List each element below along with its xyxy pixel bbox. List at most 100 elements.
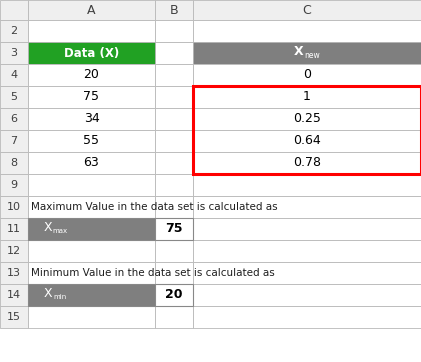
Bar xyxy=(28,64,155,86)
Text: 5: 5 xyxy=(11,92,18,102)
Text: 4: 4 xyxy=(11,70,18,80)
Text: 14: 14 xyxy=(7,290,21,300)
Bar xyxy=(193,42,421,64)
Text: 2: 2 xyxy=(11,26,18,36)
Text: 9: 9 xyxy=(11,180,18,190)
Bar xyxy=(28,20,155,42)
Bar xyxy=(155,130,193,152)
Bar xyxy=(193,86,421,174)
Text: 20: 20 xyxy=(165,289,183,302)
Bar xyxy=(28,64,155,86)
Bar xyxy=(0,64,28,86)
Text: max: max xyxy=(53,228,67,234)
Bar xyxy=(193,130,421,152)
Bar xyxy=(28,218,155,240)
Bar xyxy=(28,196,155,218)
Bar xyxy=(155,108,193,130)
Text: 0: 0 xyxy=(303,68,311,81)
Bar xyxy=(28,130,155,152)
Bar xyxy=(0,240,28,262)
Text: 0.25: 0.25 xyxy=(293,113,321,126)
Bar xyxy=(193,108,421,130)
Bar xyxy=(193,0,421,20)
Bar xyxy=(193,218,421,240)
Text: 1: 1 xyxy=(303,90,311,104)
Text: B: B xyxy=(170,4,179,17)
Bar xyxy=(155,64,193,86)
Bar xyxy=(193,64,421,86)
Bar xyxy=(0,218,28,240)
Text: X: X xyxy=(294,45,304,58)
Text: 11: 11 xyxy=(7,224,21,234)
Bar xyxy=(155,152,193,174)
Bar xyxy=(155,196,193,218)
Bar xyxy=(0,262,28,284)
Bar xyxy=(28,306,155,328)
Bar xyxy=(193,130,421,152)
Text: Maximum Value in the data set is calculated as: Maximum Value in the data set is calcula… xyxy=(31,202,277,212)
Bar xyxy=(28,284,155,306)
Bar xyxy=(155,42,193,64)
Text: 75: 75 xyxy=(83,90,99,104)
Bar xyxy=(0,306,28,328)
Bar xyxy=(193,174,421,196)
Bar xyxy=(155,306,193,328)
Bar xyxy=(28,86,155,108)
Bar xyxy=(155,240,193,262)
Bar xyxy=(193,152,421,174)
Text: 10: 10 xyxy=(7,202,21,212)
Bar xyxy=(0,284,28,306)
Text: 34: 34 xyxy=(84,113,99,126)
Bar xyxy=(28,0,155,20)
Text: 0.64: 0.64 xyxy=(293,135,321,147)
Bar xyxy=(193,64,421,86)
Text: Minimum Value in the data set is calculated as: Minimum Value in the data set is calcula… xyxy=(31,268,275,278)
Bar xyxy=(155,0,193,20)
Text: Data (X): Data (X) xyxy=(64,46,119,59)
Bar xyxy=(155,284,193,306)
Text: 12: 12 xyxy=(7,246,21,256)
Bar xyxy=(28,174,155,196)
Text: 6: 6 xyxy=(11,114,18,124)
Bar xyxy=(155,174,193,196)
Text: 8: 8 xyxy=(11,158,18,168)
Bar xyxy=(28,86,155,108)
Text: min: min xyxy=(53,294,67,300)
Bar xyxy=(193,284,421,306)
Bar xyxy=(155,218,193,240)
Bar xyxy=(155,284,193,306)
Bar xyxy=(0,130,28,152)
Text: 75: 75 xyxy=(165,223,183,236)
Bar xyxy=(155,218,193,240)
Bar xyxy=(28,42,155,64)
Text: 0.78: 0.78 xyxy=(293,156,321,169)
Text: 13: 13 xyxy=(7,268,21,278)
Bar xyxy=(28,218,155,240)
Bar xyxy=(0,42,28,64)
Bar xyxy=(0,152,28,174)
Bar xyxy=(0,86,28,108)
Bar xyxy=(193,108,421,130)
Bar xyxy=(28,108,155,130)
Bar xyxy=(193,240,421,262)
Bar xyxy=(28,152,155,174)
Text: X: X xyxy=(44,221,52,234)
Bar xyxy=(28,152,155,174)
Text: new: new xyxy=(304,51,320,59)
Bar xyxy=(193,262,421,284)
Bar xyxy=(28,108,155,130)
Bar xyxy=(193,306,421,328)
Text: A: A xyxy=(87,4,96,17)
Bar xyxy=(0,0,28,20)
Bar xyxy=(193,86,421,108)
Bar xyxy=(0,108,28,130)
Bar xyxy=(193,20,421,42)
Text: C: C xyxy=(303,4,312,17)
Text: 3: 3 xyxy=(11,48,18,58)
Bar xyxy=(28,130,155,152)
Text: 20: 20 xyxy=(83,68,99,81)
Bar xyxy=(0,196,28,218)
Bar xyxy=(28,262,155,284)
Text: X: X xyxy=(44,287,52,300)
Text: 63: 63 xyxy=(84,156,99,169)
